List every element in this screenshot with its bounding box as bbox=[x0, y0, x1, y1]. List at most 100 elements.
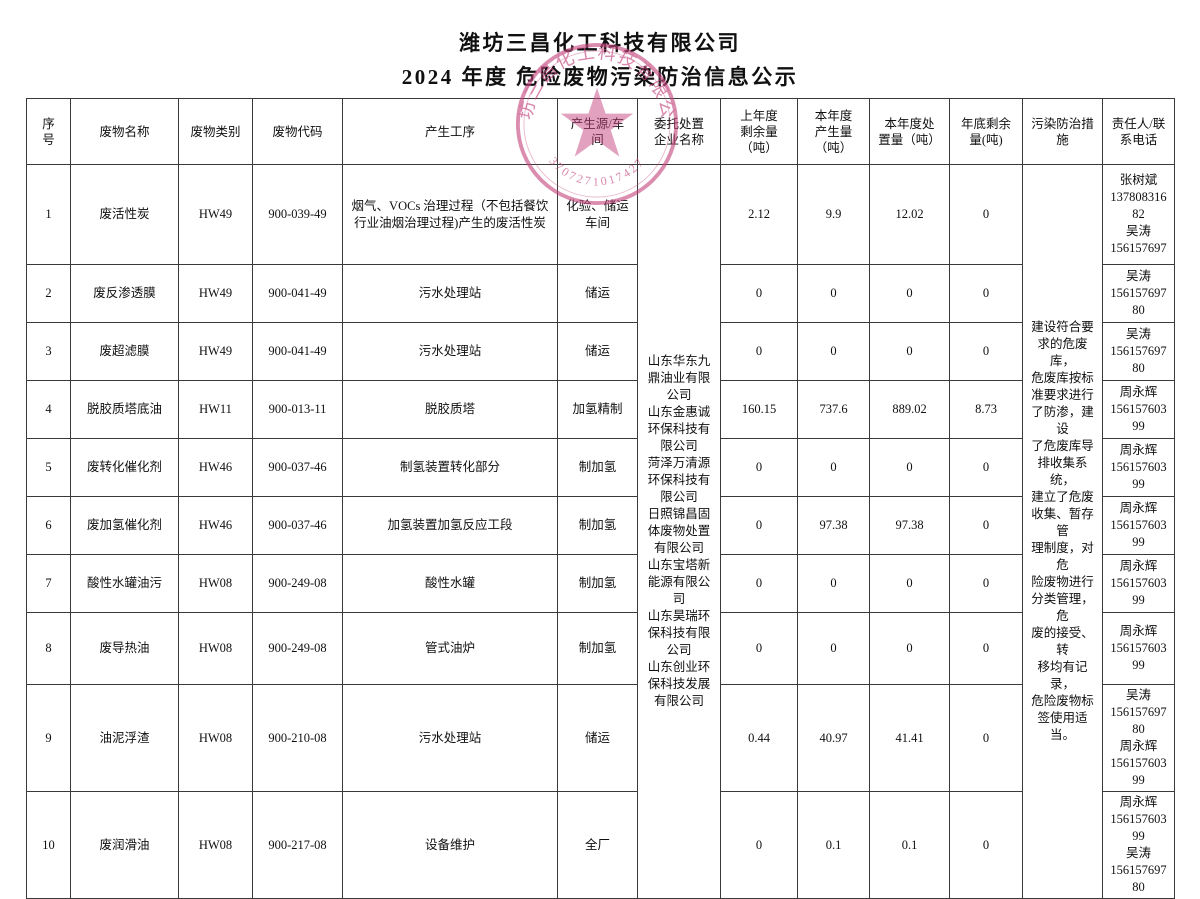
cell-year-disposed: 0 bbox=[869, 322, 950, 381]
cell-source-workshop: 储运 bbox=[557, 684, 638, 792]
cell-index: 1 bbox=[26, 164, 71, 265]
cell-waste-category: HW49 bbox=[178, 164, 253, 265]
cell-process: 污水处理站 bbox=[342, 322, 558, 381]
header-cell-waste-code: 废物代码 bbox=[252, 98, 343, 165]
cell-waste-category: HW08 bbox=[178, 554, 253, 613]
cell-responsible-person: 张树斌 137808316 82 吴涛 156157697 bbox=[1102, 164, 1175, 265]
cell-responsible-person: 吴涛 156157697 80 周永辉 156157603 99 bbox=[1102, 684, 1175, 792]
header-cell-source-workshop: 产生源/车 间 bbox=[557, 98, 638, 165]
table-row: 6 废加氢催化剂 HW46 900-037-46 加氢装置加氢反应工段 制加氢 0 97.38… bbox=[26, 496, 1175, 555]
cell-waste-name: 废转化催化剂 bbox=[70, 438, 179, 497]
cell-pollution-control-measures: 建设符合要 求的危废库， 危废库按标 准要求进行 了防渗，建设 了危废库导 排收集系统， 建立… bbox=[1022, 164, 1103, 899]
cell-waste-name: 废反渗透膜 bbox=[70, 264, 179, 323]
table-row: 5 废转化催化剂 HW46 900-037-46 制氢装置转化部分 制加氢 0 0 0 0 周永辉 1… bbox=[26, 438, 1175, 497]
header-cell-process: 产生工序 bbox=[342, 98, 558, 165]
cell-waste-code: 900-037-46 bbox=[252, 438, 343, 497]
cell-year-produced: 0 bbox=[797, 438, 870, 497]
cell-waste-category: HW49 bbox=[178, 322, 253, 381]
cell-source-workshop: 加氢精制 bbox=[557, 380, 638, 439]
cell-waste-code: 900-013-11 bbox=[252, 380, 343, 439]
cell-source-workshop: 制加氢 bbox=[557, 612, 638, 685]
cell-year-end-remain: 0 bbox=[949, 791, 1023, 899]
cell-index: 3 bbox=[26, 322, 71, 381]
table-row: 1 废活性炭 HW49 900-039-49 烟气、VOCs 治理过程（不包括餐饮 行业油… bbox=[26, 164, 1175, 899]
cell-waste-name: 废加氢催化剂 bbox=[70, 496, 179, 555]
cell-year-produced: 737.6 bbox=[797, 380, 870, 439]
cell-process: 污水处理站 bbox=[342, 684, 558, 792]
cell-year-disposed: 97.38 bbox=[869, 496, 950, 555]
cell-waste-code: 900-039-49 bbox=[252, 164, 343, 265]
cell-prev-remain: 0.44 bbox=[720, 684, 798, 792]
cell-year-produced: 0 bbox=[797, 322, 870, 381]
cell-vendor-names: 山东华东九 鼎油业有限 公司 山东金惠诚 环保科技有 限公司 菏泽万清源 环保科技有 限公司 日照… bbox=[637, 164, 721, 899]
cell-process: 污水处理站 bbox=[342, 264, 558, 323]
cell-prev-remain: 0 bbox=[720, 264, 798, 323]
cell-year-produced: 0 bbox=[797, 264, 870, 323]
header-cell-year-end-remain: 年底剩余 量(吨) bbox=[949, 98, 1023, 165]
cell-prev-remain: 0 bbox=[720, 438, 798, 497]
header-cell-year-produced: 本年度 产生量 （吨） bbox=[797, 98, 870, 165]
cell-prev-remain: 0 bbox=[720, 322, 798, 381]
cell-year-end-remain: 0 bbox=[949, 264, 1023, 323]
cell-waste-code: 900-041-49 bbox=[252, 264, 343, 323]
cell-year-end-remain: 0 bbox=[949, 554, 1023, 613]
cell-process: 酸性水罐 bbox=[342, 554, 558, 613]
cell-prev-remain: 2.12 bbox=[720, 164, 798, 265]
cell-index: 10 bbox=[26, 791, 71, 899]
cell-waste-category: HW11 bbox=[178, 380, 253, 439]
cell-source-workshop: 制加氢 bbox=[557, 438, 638, 497]
cell-year-end-remain: 0 bbox=[949, 322, 1023, 381]
cell-source-workshop: 化验、储运 车间 bbox=[557, 164, 638, 265]
cell-responsible-person: 周永辉 156157603 99 bbox=[1102, 438, 1175, 497]
cell-source-workshop: 全厂 bbox=[557, 791, 638, 899]
document-title-block: 潍坊三昌化工科技有限公司 2024 年度 危险废物污染防治信息公示 bbox=[0, 26, 1200, 94]
cell-process: 制氢装置转化部分 bbox=[342, 438, 558, 497]
header-cell-index: 序 号 bbox=[26, 98, 71, 165]
cell-year-disposed: 12.02 bbox=[869, 164, 950, 265]
cell-waste-code: 900-041-49 bbox=[252, 322, 343, 381]
cell-process: 脱胶质塔 bbox=[342, 380, 558, 439]
header-cell-responsible-person: 责任人/联 系电话 bbox=[1102, 98, 1175, 165]
header-cell-vendor: 委托处置 企业名称 bbox=[637, 98, 721, 165]
cell-waste-category: HW46 bbox=[178, 438, 253, 497]
cell-responsible-person: 吴涛 156157697 80 bbox=[1102, 322, 1175, 381]
cell-index: 8 bbox=[26, 612, 71, 685]
cell-prev-remain: 0 bbox=[720, 496, 798, 555]
cell-year-produced: 0.1 bbox=[797, 791, 870, 899]
cell-responsible-person: 周永辉 156157603 99 bbox=[1102, 612, 1175, 685]
cell-responsible-person: 周永辉 156157603 99 吴涛 156157697 80 bbox=[1102, 791, 1175, 899]
cell-responsible-person: 吴涛 156157697 80 bbox=[1102, 264, 1175, 323]
table-header-row: 序 号 废物名称 废物类别 废物代码 产生工序 产生源/车 间 委托处置 企业名… bbox=[26, 98, 1175, 165]
header-cell-year-disposed: 本年度处 置量（吨） bbox=[869, 98, 950, 165]
cell-waste-name: 废超滤膜 bbox=[70, 322, 179, 381]
table-row: 8 废导热油 HW08 900-249-08 管式油炉 制加氢 0 0 0 0 周永辉 1561576… bbox=[26, 612, 1175, 685]
table-row: 3 废超滤膜 HW49 900-041-49 污水处理站 储运 0 0 0 0 吴涛 15615769… bbox=[26, 322, 1175, 381]
cell-process: 烟气、VOCs 治理过程（不包括餐饮 行业油烟治理过程)产生的废活性炭 bbox=[342, 164, 558, 265]
cell-source-workshop: 储运 bbox=[557, 322, 638, 381]
report-subject-title: 2024 年度 危险废物污染防治信息公示 bbox=[401, 65, 799, 89]
cell-index: 6 bbox=[26, 496, 71, 555]
cell-process: 设备维护 bbox=[342, 791, 558, 899]
table-row: 10 废润滑油 HW08 900-217-08 设备维护 全厂 0 0.1 0.1 0 周永辉 156… bbox=[26, 791, 1175, 899]
cell-process: 管式油炉 bbox=[342, 612, 558, 685]
cell-waste-name: 废导热油 bbox=[70, 612, 179, 685]
cell-index: 9 bbox=[26, 684, 71, 792]
table-row: 4 脱胶质塔底油 HW11 900-013-11 脱胶质塔 加氢精制 160.15 737.6… bbox=[26, 380, 1175, 439]
cell-waste-category: HW08 bbox=[178, 791, 253, 899]
cell-prev-remain: 160.15 bbox=[720, 380, 798, 439]
cell-waste-code: 900-217-08 bbox=[252, 791, 343, 899]
header-cell-prev-remain: 上年度 剩余量 （吨） bbox=[720, 98, 798, 165]
cell-waste-code: 900-210-08 bbox=[252, 684, 343, 792]
cell-waste-category: HW46 bbox=[178, 496, 253, 555]
cell-year-end-remain: 0 bbox=[949, 612, 1023, 685]
cell-year-end-remain: 0 bbox=[949, 438, 1023, 497]
cell-year-disposed: 0 bbox=[869, 264, 950, 323]
cell-responsible-person: 周永辉 156157603 99 bbox=[1102, 554, 1175, 613]
cell-waste-code: 900-249-08 bbox=[252, 612, 343, 685]
cell-year-produced: 0 bbox=[797, 612, 870, 685]
cell-waste-category: HW08 bbox=[178, 612, 253, 685]
hazardous-waste-disclosure-table: 序 号 废物名称 废物类别 废物代码 产生工序 产生源/车 间 委托处置 企业名… bbox=[26, 98, 1175, 899]
header-cell-waste-category: 废物类别 bbox=[178, 98, 253, 165]
cell-year-disposed: 0 bbox=[869, 554, 950, 613]
cell-prev-remain: 0 bbox=[720, 791, 798, 899]
